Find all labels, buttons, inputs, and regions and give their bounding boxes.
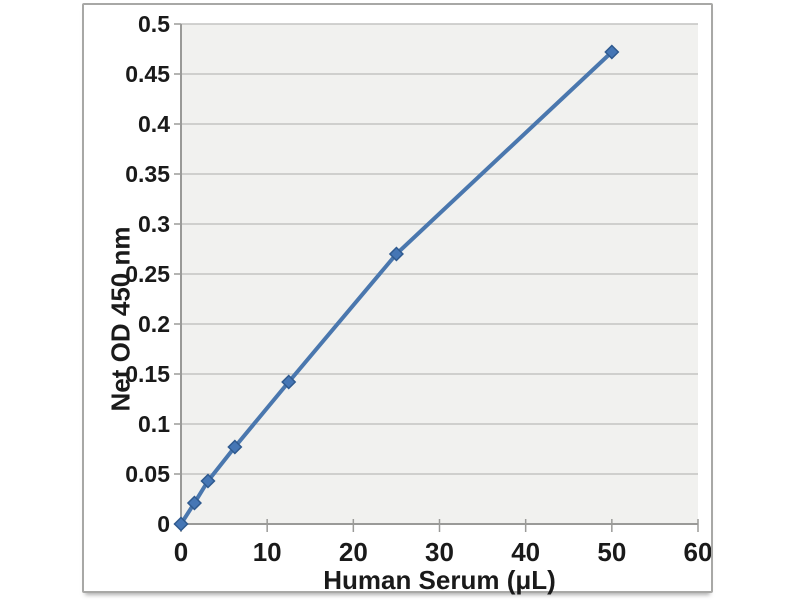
y-axis-title: Net OD 450 nm bbox=[105, 226, 136, 412]
y-tick-label: 0.4 bbox=[138, 111, 170, 137]
x-tick-label: 50 bbox=[597, 537, 626, 567]
y-tick-label: 0.5 bbox=[138, 11, 170, 37]
y-tick-label: 0 bbox=[157, 511, 170, 537]
chart-frame: 0 0.05 0.1 0.15 0.2 0.25 0.3 0.35 0.4 0.45 0.5 0 10 2… bbox=[82, 3, 713, 595]
y-tick-label: 0.15 bbox=[125, 361, 170, 387]
data-point-marker bbox=[200, 473, 216, 489]
data-point-marker bbox=[604, 44, 620, 60]
x-tick-label: 0 bbox=[174, 537, 188, 567]
y-tick-label: 0.1 bbox=[138, 411, 170, 437]
y-tick-label: 0.05 bbox=[125, 461, 170, 487]
data-point-marker bbox=[388, 246, 404, 262]
x-tick-label: 40 bbox=[511, 537, 540, 567]
y-tick-label: 0.25 bbox=[125, 261, 170, 287]
x-axis-title: Human Serum (μL) bbox=[323, 565, 556, 595]
data-point-marker bbox=[227, 439, 243, 455]
y-tick-label: 0.45 bbox=[125, 61, 170, 87]
y-tick-label: 0.2 bbox=[138, 311, 170, 337]
y-tick-label: 0.3 bbox=[138, 211, 170, 237]
x-tick-label: 30 bbox=[425, 537, 454, 567]
data-point-marker bbox=[281, 374, 297, 390]
x-tick-label: 20 bbox=[339, 537, 368, 567]
data-point-marker bbox=[186, 495, 203, 511]
y-tick-label: 0.35 bbox=[125, 161, 170, 187]
x-tick-label: 60 bbox=[684, 537, 711, 567]
line-chart: 0 0.05 0.1 0.15 0.2 0.25 0.3 0.35 0.4 0.45 0.5 0 10 2… bbox=[125, 11, 711, 567]
data-point-marker bbox=[173, 516, 189, 532]
x-tick-label: 10 bbox=[253, 537, 282, 567]
